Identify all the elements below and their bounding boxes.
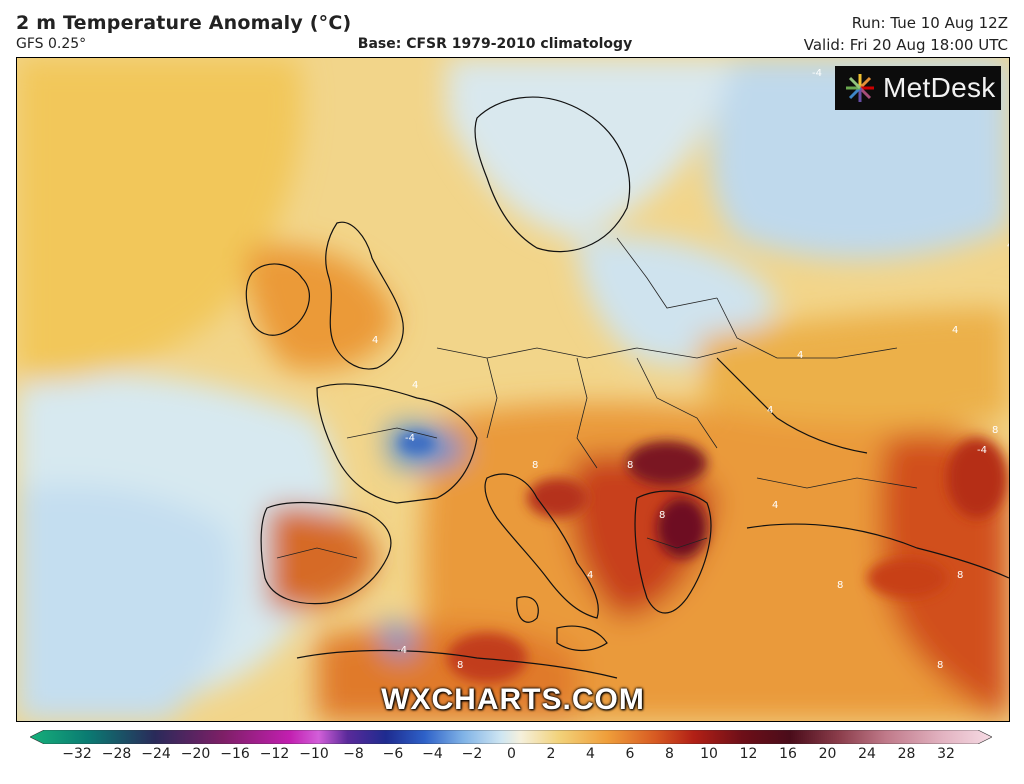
contour-label: 8	[457, 660, 463, 671]
scale-tick-label: 28	[897, 746, 916, 762]
model-label: GFS 0.25°	[16, 36, 87, 52]
metdesk-logo: MetDesk	[835, 66, 1001, 110]
contour-label: -4	[812, 68, 822, 79]
wxcharts-watermark: WXCHARTS.COM	[381, 683, 645, 716]
metdesk-brand-text: MetDesk	[883, 72, 996, 103]
color-scale-bar	[30, 730, 992, 744]
scale-tick-label: 24	[858, 746, 876, 762]
contour-label: 4	[767, 405, 773, 416]
scale-tick-label: −28	[101, 746, 132, 762]
contour-label: 4	[797, 350, 803, 361]
valid-time-label: Valid: Fri 20 Aug 18:00 UTC	[803, 36, 1008, 54]
country-borders	[276, 237, 918, 559]
contour-label: 4	[372, 335, 378, 346]
scale-tick-label: 12	[739, 746, 758, 762]
anomaly-hotspots	[399, 433, 1007, 683]
scale-tick-label: 10	[700, 746, 718, 762]
metdesk-logo-icon	[846, 74, 874, 102]
anomaly-map[interactable]: -4 -4 -4 4 4 4 4 4 8 8 8 8 8 8 8 4 4 8 4…	[16, 57, 1010, 722]
contour-label: 8	[532, 460, 538, 471]
contour-label: 8	[992, 425, 998, 436]
color-scale-ticks: −32 −28 −24 −20 −16 −12 −10 −8 −6 −4 −2 0 2 4 6 8 10 12 16…	[0, 746, 1024, 768]
scale-tick-label: 16	[779, 746, 797, 762]
scale-tick-label: 6	[625, 746, 635, 762]
contour-label: 4	[952, 325, 958, 336]
scale-tick-label: −8	[343, 746, 364, 762]
contour-label: 8	[627, 460, 633, 471]
contour-label: -4	[397, 645, 407, 656]
scale-tick-label: −6	[382, 746, 404, 762]
contour-label: 8	[659, 510, 665, 521]
scale-tick-label: −32	[62, 746, 92, 762]
contour-label: 8	[937, 660, 943, 671]
chart-title: 2 m Temperature Anomaly (°C)	[16, 12, 352, 34]
scale-tick-label: −10	[299, 746, 329, 762]
scale-tick-label: −20	[180, 746, 211, 762]
scale-tick-label: −24	[141, 746, 171, 762]
contour-label: 4	[587, 570, 593, 581]
scale-tick-label: −2	[461, 746, 483, 762]
scale-tick-label: −12	[259, 746, 290, 762]
run-time-label: Run: Tue 10 Aug 12Z	[851, 14, 1008, 32]
climatology-base-label: Base: CFSR 1979-2010 climatology	[357, 36, 633, 52]
scale-tick-label: 0	[507, 746, 516, 762]
contour-label: 8	[837, 580, 843, 591]
scale-tick-label: −4	[422, 746, 443, 762]
contour-label: 8	[957, 570, 963, 581]
scale-tick-label: 8	[665, 746, 674, 762]
contour-label: -4	[405, 433, 415, 444]
contour-label: 4	[772, 500, 778, 511]
contour-labels: -4 -4 -4 4 4 4 4 4 8 8 8 8 8 8 8 4 4 8 4…	[372, 68, 1009, 671]
map-canvas: -4 -4 -4 4 4 4 4 4 8 8 8 8 8 8 8 4 4 8 4…	[17, 58, 1009, 721]
contour-label: 4	[412, 380, 418, 391]
scale-tick-label: 32	[937, 746, 955, 762]
contour-label: 4	[1007, 240, 1009, 251]
contour-label: -4	[977, 445, 987, 456]
scale-tick-label: −16	[220, 746, 250, 762]
coastlines	[245, 96, 1009, 679]
scale-tick-label: 2	[546, 746, 556, 762]
scale-tick-label: 4	[586, 746, 595, 762]
scale-tick-label: 20	[818, 746, 837, 762]
